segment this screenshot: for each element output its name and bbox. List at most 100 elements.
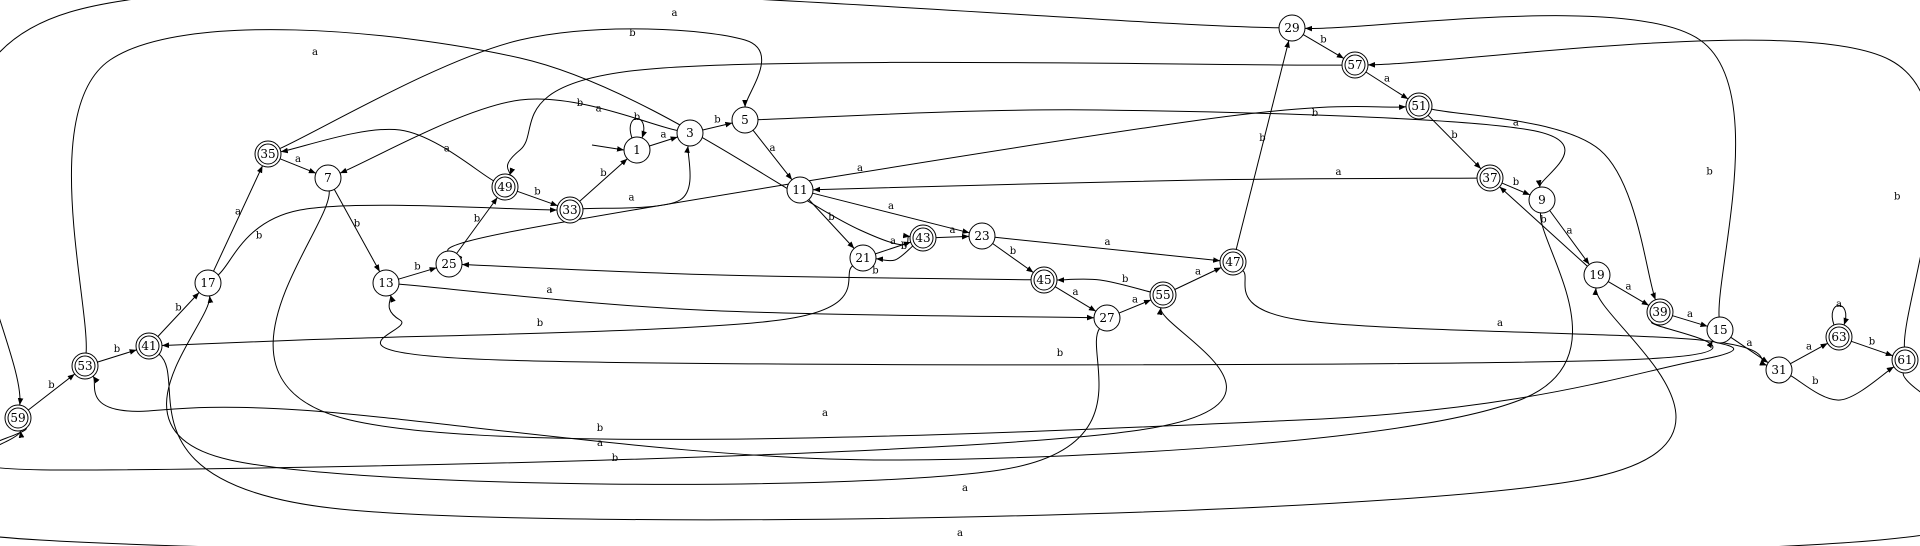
transition-37-to-9 <box>1501 182 1531 196</box>
transition-label-53-to-43: a <box>312 47 318 58</box>
transition-47-to-31 <box>1242 270 1768 366</box>
state-label: 55 <box>1155 288 1170 302</box>
transition-21-to-41 <box>161 265 853 349</box>
state-circle <box>4 404 32 432</box>
transition-label-15-to-31: a <box>1747 338 1753 349</box>
transition-53-to-41 <box>97 349 137 363</box>
state-29: 29 <box>1278 14 1306 42</box>
transition-label-25-to-51: a <box>857 163 863 174</box>
transition-33-to-3 <box>582 145 691 210</box>
transition-11-to-23 <box>812 192 970 234</box>
state-circle <box>1149 281 1177 309</box>
accepting-ring <box>1222 251 1244 273</box>
transition-5-to-11 <box>752 129 793 181</box>
transition-label-41-to-19: a <box>962 483 968 494</box>
transition-label-47-to-31: a <box>1497 318 1503 329</box>
transition-13-to-25 <box>398 267 437 280</box>
state-label: 5 <box>741 113 749 127</box>
transition-59-to-53 <box>27 373 76 411</box>
state-15: 15 <box>1706 316 1734 344</box>
state-43: 43 <box>909 224 937 252</box>
state-label: 13 <box>378 276 393 290</box>
transition-59-to-55 <box>0 307 1227 471</box>
accepting-ring <box>1894 349 1916 371</box>
transition-43-to-23 <box>935 233 970 240</box>
transition-label-57-to-51: a <box>1384 74 1390 85</box>
transition-23-to-45 <box>992 243 1034 273</box>
transition-1-to-3 <box>649 136 678 147</box>
transition-label-13-to-25: b <box>414 262 420 273</box>
accepting-ring <box>1152 284 1174 306</box>
transition-49-to-33 <box>517 190 558 207</box>
transition-label-17-to-35: a <box>235 207 241 218</box>
state-label: 9 <box>1538 193 1546 207</box>
transition-label-45-to-25: b <box>872 265 878 276</box>
transition-53-to-43 <box>70 29 911 354</box>
state-53: 53 <box>71 352 99 380</box>
state-circle <box>1765 356 1793 384</box>
transition-label-35-to-7: a <box>295 154 301 165</box>
state-35: 35 <box>254 140 282 168</box>
transition-label-17-to-33: b <box>256 231 262 242</box>
state-circle <box>194 269 222 297</box>
state-label: 29 <box>1284 21 1299 35</box>
transition-label-43-to-21: b <box>901 241 907 252</box>
transition-63-to-61 <box>1851 340 1893 357</box>
transition-label-33-to-1: b <box>600 168 606 179</box>
state-label: 1 <box>633 143 641 157</box>
transition-label-45-to-27: a <box>1073 287 1079 298</box>
transition-37-to-11 <box>812 177 1478 193</box>
state-label: 15 <box>1712 323 1727 337</box>
transition-label-51-to-39: a <box>1513 118 1519 129</box>
state-circle <box>909 224 937 252</box>
state-label: 27 <box>1099 311 1114 325</box>
transition-51-to-37 <box>1427 114 1482 170</box>
transition-label-23-to-47: a <box>1105 237 1111 248</box>
state-circle <box>435 250 463 278</box>
transition-label-19-to-37: b <box>1540 215 1546 226</box>
state-label: 53 <box>77 359 92 373</box>
state-1: 1 <box>623 136 651 164</box>
state-label: 25 <box>441 257 456 271</box>
transition-label-1-to-1: b <box>634 112 640 123</box>
transition-33-to-1 <box>579 158 628 202</box>
accepting-ring <box>257 143 279 165</box>
transition-label-51-to-37: b <box>1451 130 1457 141</box>
state-label: 59 <box>10 411 25 425</box>
transition-45-to-27 <box>1054 286 1097 312</box>
transition-57-to-51 <box>1365 71 1409 100</box>
state-label: 19 <box>1589 268 1604 282</box>
transition-55-to-45 <box>1056 277 1151 293</box>
state-label: 23 <box>974 229 989 243</box>
transition-15-to-29 <box>1304 15 1737 318</box>
transition-label-59-to-53: b <box>48 380 54 391</box>
transition-27-to-17 <box>166 295 1100 485</box>
state-label: 49 <box>497 180 512 194</box>
transition-55-to-47 <box>1174 267 1222 290</box>
state-33: 33 <box>556 196 584 224</box>
state-circle <box>1476 164 1504 192</box>
state-circle <box>731 106 759 134</box>
state-circle <box>254 140 282 168</box>
transition-label-59-to-55: a <box>597 438 603 449</box>
transition-label-55-to-47: a <box>1195 267 1201 278</box>
transition-61-to-57 <box>1367 39 1920 348</box>
state-47: 47 <box>1219 248 1247 276</box>
state-57: 57 <box>1341 51 1369 79</box>
transition-label-1-to-3: a <box>661 130 667 141</box>
transition-label-3-to-5: b <box>714 115 720 126</box>
transition-39-to-13 <box>379 295 1714 366</box>
transition-label-63-to-63: a <box>1836 299 1842 310</box>
state-39: 39 <box>1646 298 1674 326</box>
transition-3-to-5 <box>702 121 733 131</box>
state-circle <box>1891 346 1919 374</box>
state-circle <box>1528 186 1556 214</box>
state-label: 51 <box>1411 99 1426 113</box>
state-label: 33 <box>562 203 577 217</box>
accepting-ring <box>1649 301 1671 323</box>
state-21: 21 <box>849 244 877 272</box>
transition-label-9-to-53: b <box>597 423 603 434</box>
state-circle <box>491 173 519 201</box>
transition-label-9-to-19: a <box>1567 226 1573 237</box>
